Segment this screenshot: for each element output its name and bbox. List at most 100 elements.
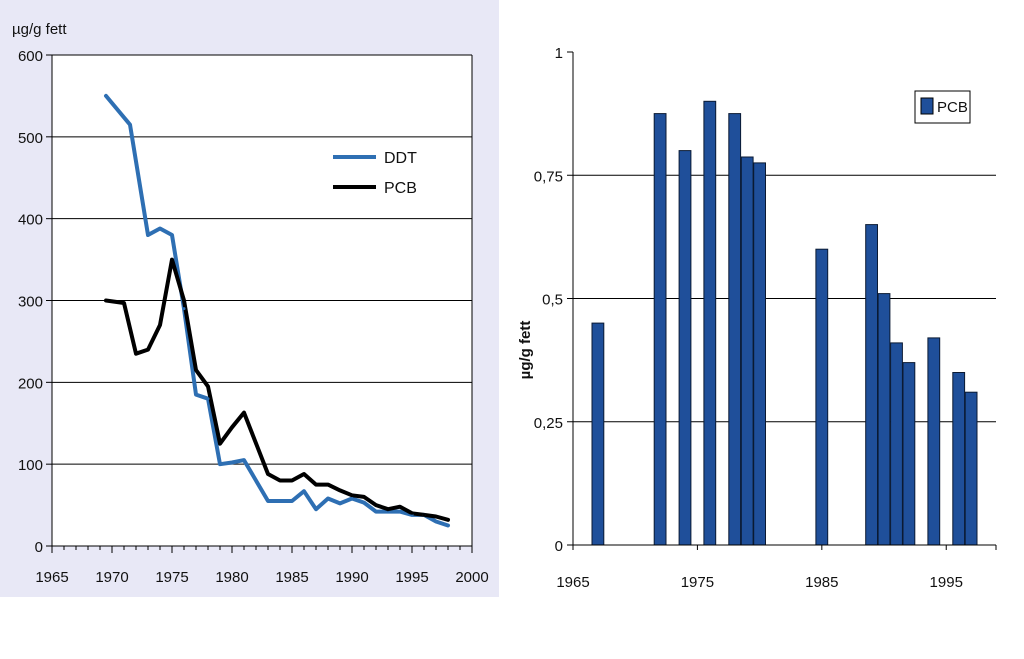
bar-chart-y-tick-label: 1 (555, 45, 563, 62)
legend-label-pcb: PCB (384, 180, 417, 197)
bar-chart-x-tick-label: 1985 (805, 574, 838, 591)
data-point-pcb (422, 513, 426, 517)
bar-pcb (653, 113, 667, 546)
data-point-pcb (242, 411, 246, 415)
bar-pcb (728, 113, 742, 546)
data-point-ddt (206, 397, 210, 401)
data-point-pcb (230, 425, 234, 429)
data-point-ddt (446, 524, 450, 528)
line-chart-y-axis-label: µg/g fett (12, 21, 67, 38)
bar-pcb (952, 372, 966, 546)
data-point-pcb (122, 301, 126, 305)
legend-label-ddt: DDT (384, 150, 417, 167)
line-chart-x-tick-label: 1990 (335, 569, 368, 586)
data-point-pcb (206, 384, 210, 388)
data-point-pcb (266, 472, 270, 476)
data-point-pcb (314, 483, 318, 487)
data-point-pcb (410, 511, 414, 515)
data-point-ddt (170, 233, 174, 237)
data-point-pcb (386, 507, 390, 511)
bar-pcb (890, 342, 903, 546)
line-chart-y-tick-label: 200 (18, 375, 43, 392)
data-point-pcb (104, 299, 108, 302)
data-point-pcb (182, 299, 186, 302)
line-chart: 0 100 200 300 400 500 600 1965 1970 1975 1980 1985 1… (12, 21, 489, 586)
line-chart-legend: DDT PCB (333, 150, 417, 197)
data-point-pcb (278, 479, 282, 483)
data-point-pcb (434, 515, 438, 519)
data-point-ddt (362, 501, 366, 505)
data-point-ddt (266, 499, 270, 503)
line-chart-y-tick-label: 0 (35, 539, 43, 556)
data-point-pcb (134, 352, 138, 356)
data-point-pcb (350, 493, 354, 497)
data-point-pcb (446, 518, 450, 522)
data-point-ddt (326, 497, 330, 501)
line-chart-x-tick-label: 1980 (215, 569, 248, 586)
bar-pcb (591, 322, 605, 546)
bar-chart-x-tick-label: 1975 (681, 574, 714, 591)
data-point-ddt (146, 233, 150, 237)
bar-pcb (964, 391, 978, 546)
data-point-ddt (104, 94, 108, 98)
bar-pcb (877, 293, 891, 546)
bar-pcb (678, 150, 692, 546)
bar-pcb (902, 362, 916, 546)
data-point-pcb (338, 488, 342, 492)
bar-pcb (753, 162, 767, 546)
data-point-pcb (170, 258, 174, 262)
data-point-ddt (374, 510, 378, 514)
data-point-ddt (398, 510, 402, 514)
series-line-pcb (104, 257, 450, 522)
line-chart-x-tick-label: 1995 (395, 569, 428, 586)
data-point-pcb (218, 442, 222, 446)
data-point-pcb (374, 503, 378, 507)
bar-pcb (740, 156, 754, 546)
line-chart-y-tick-label: 400 (18, 212, 43, 229)
data-point-ddt (128, 123, 132, 127)
data-point-ddt (338, 501, 342, 505)
data-point-ddt (314, 507, 318, 511)
line-chart-x-tick-label: 1970 (95, 569, 128, 586)
bar-pcb (703, 100, 717, 546)
data-point-pcb (302, 472, 306, 476)
bar-chart-x-tick-label: 1965 (556, 574, 589, 591)
data-point-pcb (194, 368, 198, 372)
data-point-ddt (302, 489, 306, 493)
legend-label-pcb-bar: PCB (937, 99, 968, 116)
data-point-ddt (182, 307, 186, 311)
bar-chart-y-tick-label: 0,75 (534, 168, 563, 185)
data-point-pcb (362, 495, 366, 499)
bar-chart-y-axis-label: µg/g fett (517, 321, 534, 380)
line-chart-y-tick-label: 500 (18, 130, 43, 147)
bar-chart-y-tick-label: 0 (555, 538, 563, 555)
bar-pcb (815, 248, 829, 546)
line-chart-x-tick-label: 1985 (275, 569, 308, 586)
line-chart-x-tick-label: 1965 (35, 569, 68, 586)
bar-chart-legend: PCB (914, 90, 971, 124)
data-point-ddt (158, 226, 162, 230)
data-point-ddt (218, 462, 222, 466)
legend-swatch-pcb-bar (920, 97, 934, 115)
line-chart-x-tick-label: 1975 (155, 569, 188, 586)
bar-chart-y-tick-label: 0,25 (534, 415, 563, 432)
line-chart-y-tick-label: 300 (18, 294, 43, 311)
data-point-ddt (230, 461, 234, 465)
bar-pcb (927, 337, 941, 546)
data-point-ddt (194, 393, 198, 397)
line-chart-y-tick-label: 100 (18, 457, 43, 474)
data-point-pcb (326, 483, 330, 487)
data-point-ddt (290, 499, 294, 503)
data-point-ddt (350, 497, 354, 501)
line-chart-x-tick-label: 2000 (455, 569, 488, 586)
data-point-pcb (158, 323, 162, 327)
line-chart-y-tick-label: 600 (18, 48, 43, 65)
data-point-pcb (146, 348, 150, 352)
bar-chart-y-tick-label: 0,5 (542, 292, 563, 309)
data-point-ddt (434, 519, 438, 523)
bar-pcb (865, 224, 879, 546)
data-point-pcb (398, 505, 402, 509)
data-point-pcb (290, 479, 294, 483)
